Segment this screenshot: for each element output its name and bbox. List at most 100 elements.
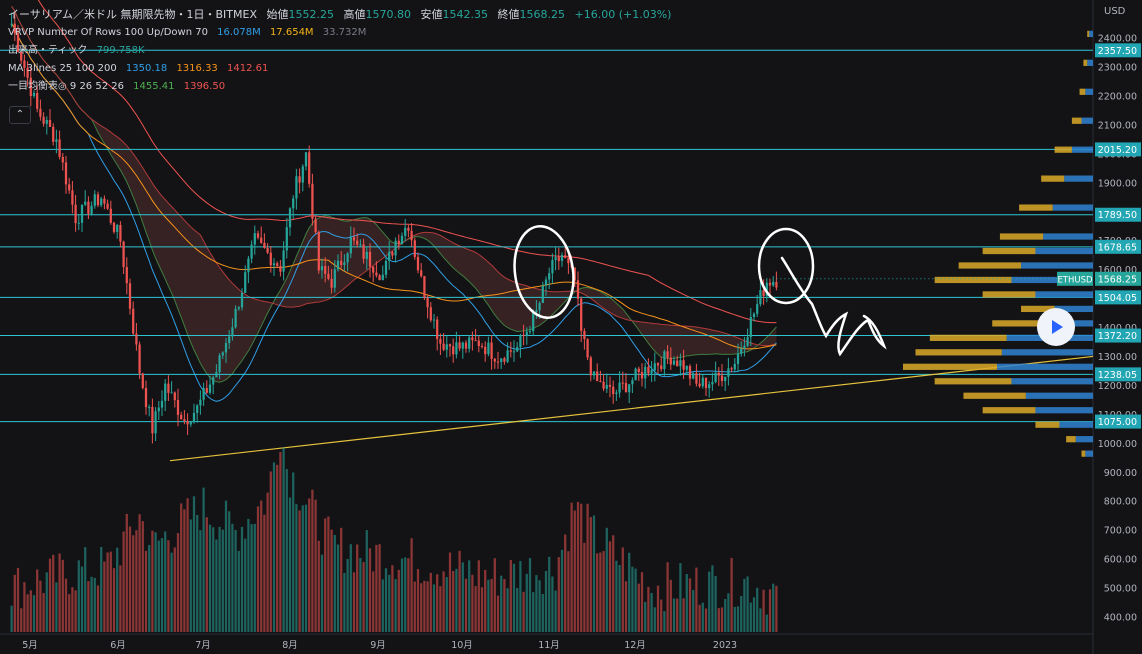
volume-bar: [16, 567, 20, 632]
volume-bar: [506, 588, 509, 632]
indicator-vrvp[interactable]: VRVP Number Of Rows 100 Up/Down 70 16.07…: [8, 24, 677, 42]
y-tick-label: 500.00: [1104, 584, 1137, 595]
candle-body: [36, 92, 39, 109]
candle-body: [96, 194, 100, 206]
volume-bar: [154, 532, 157, 632]
volume-bar: [247, 518, 250, 632]
volume-bar: [42, 593, 45, 632]
volume-bar: [637, 583, 640, 632]
indicator-value: 1455.41: [133, 81, 175, 92]
volume-profile-up: [1035, 291, 1093, 298]
volume-bar: [359, 557, 362, 632]
volume-bar: [423, 580, 426, 632]
y-tick-label: 800.00: [1104, 497, 1137, 508]
volume-bar: [253, 523, 256, 632]
level-price-label: 1504.05: [1098, 293, 1137, 304]
candle-body: [375, 272, 378, 276]
candle-body: [688, 366, 692, 379]
x-tick-label: 7月: [195, 640, 211, 651]
candle-body: [596, 371, 599, 382]
level-price-tag: [1095, 290, 1141, 305]
y-tick-label: 2300.00: [1098, 62, 1137, 73]
candle-body: [660, 365, 663, 370]
ma-100-line: [11, 23, 777, 350]
volume-bar: [64, 578, 68, 632]
high-value: 1570.80: [365, 8, 412, 21]
candle-body: [20, 51, 23, 61]
volume-bar: [45, 572, 48, 632]
hand-drawn-circle: [757, 227, 815, 305]
candle-body: [477, 340, 480, 347]
level-price-label: 1372.20: [1098, 331, 1137, 342]
candle-body: [765, 282, 768, 297]
volume-bar: [269, 471, 272, 632]
volume-bar: [624, 581, 628, 632]
indicator-volume[interactable]: 出来高・ティック 799.758K: [8, 42, 677, 60]
volume-bar: [592, 515, 596, 632]
volume-bar: [388, 574, 391, 632]
volume-bar: [586, 503, 589, 632]
volume-profile-down: [992, 320, 1041, 327]
volume-bar: [327, 516, 330, 632]
volume-profile-up: [1011, 276, 1093, 284]
volume-bar: [141, 521, 144, 632]
candle-body: [10, 23, 13, 25]
volume-bar: [612, 535, 615, 632]
volume-bar: [381, 579, 384, 632]
volume-profile-down: [903, 363, 998, 370]
candle-body: [669, 357, 672, 365]
volume-bar: [365, 530, 368, 632]
indicator-ma[interactable]: MA 3lines 25 100 200 1350.18 1316.33 141…: [8, 60, 677, 78]
x-tick-label: 11月: [538, 640, 560, 651]
candle-body: [592, 371, 596, 376]
candle-body: [557, 257, 560, 261]
indicator-ichimoku[interactable]: 一目均衡表◎ 9 26 52 26 1455.41 1396.50: [8, 78, 677, 96]
candle-body: [471, 337, 474, 341]
candle-body: [189, 422, 192, 425]
candle-body: [736, 353, 740, 364]
volume-bar: [720, 607, 724, 632]
symbol-tag: [1057, 271, 1093, 286]
volume-bar: [442, 571, 445, 632]
candle-body: [589, 357, 592, 376]
volume-bar: [330, 529, 333, 632]
volume-bar: [765, 614, 768, 632]
volume-profile-up: [1087, 59, 1093, 66]
volume-bar: [93, 577, 96, 632]
volume-bar: [272, 462, 276, 632]
open-value: 1552.25: [288, 8, 335, 21]
candle-body: [532, 311, 535, 332]
volume-profile-down: [1079, 88, 1086, 95]
volume-profile-down: [982, 291, 1036, 298]
volume-profile-down: [982, 247, 1036, 255]
volume-profile-down: [1041, 175, 1065, 182]
volume-bar: [740, 595, 743, 632]
volume-bar: [282, 447, 285, 632]
candle-body: [608, 384, 612, 387]
candle-body: [528, 331, 532, 333]
candle-body: [730, 368, 733, 370]
candle-body: [634, 368, 637, 381]
volume-bar: [311, 489, 314, 632]
symbol-tag-label: ETHUSD: [1057, 275, 1093, 285]
change-value: +16.00 (+1.03%): [574, 8, 672, 21]
volume-bar: [180, 503, 183, 632]
candle-body: [656, 363, 660, 366]
volume-bar: [727, 593, 730, 632]
candle-body: [112, 222, 116, 232]
volume-bar: [477, 560, 480, 632]
volume-bar: [487, 579, 490, 632]
chevron-up-icon[interactable]: ⌃: [9, 106, 31, 124]
volume-bar: [599, 552, 602, 632]
volume-bar: [688, 578, 692, 632]
candle-body: [154, 411, 157, 434]
play-icon[interactable]: [1037, 308, 1075, 346]
candle-body: [512, 351, 516, 353]
volume-profile-up: [1059, 421, 1093, 428]
candle-body: [535, 310, 538, 312]
candle-body: [352, 237, 356, 241]
candle-body: [362, 244, 365, 259]
candle-body: [442, 343, 445, 350]
